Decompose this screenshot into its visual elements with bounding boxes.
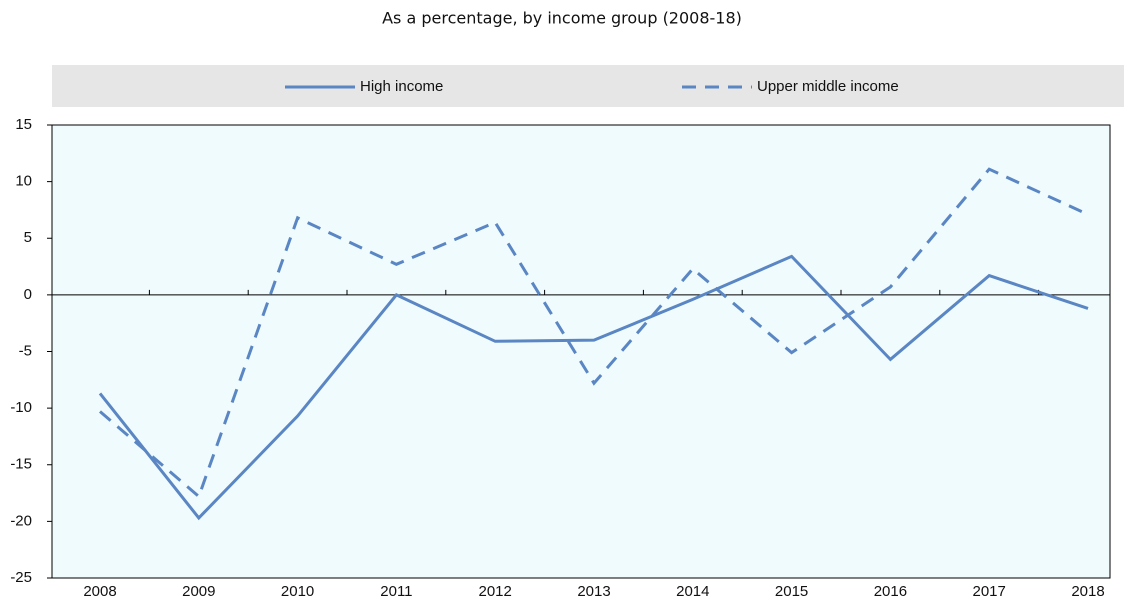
x-tick-label: 2013: [577, 583, 610, 600]
y-tick-label: 10: [15, 173, 32, 190]
chart-title: As a percentage, by income group (2008-1…: [382, 9, 742, 28]
y-tick-label: -25: [10, 569, 32, 586]
x-tick-label: 2012: [479, 583, 512, 600]
y-tick-label: 5: [24, 229, 32, 246]
series-line: [99, 167, 1089, 500]
series-line: [98, 254, 1089, 521]
y-tick-label: -5: [19, 342, 32, 359]
legend-band: [52, 65, 1124, 107]
y-tick-label: -10: [10, 399, 32, 416]
plot-area: [51, 124, 1111, 579]
x-tick-label: 2009: [182, 583, 215, 600]
legend-label: High income: [360, 78, 443, 95]
x-tick-label: 2008: [83, 583, 116, 600]
legend-label: Upper middle income: [757, 78, 899, 95]
x-tick-label: 2011: [380, 583, 412, 600]
y-tick-label: 0: [24, 286, 32, 303]
x-tick-label: 2014: [676, 583, 709, 600]
x-tick-label: 2017: [973, 583, 1006, 600]
y-tick-label: -15: [10, 456, 32, 473]
x-tick-label: 2010: [281, 583, 314, 600]
y-tick-label: 15: [15, 116, 32, 133]
x-tick-label: 2018: [1071, 583, 1104, 600]
x-tick-label: 2015: [775, 583, 808, 600]
x-tick-label: 2016: [874, 583, 907, 600]
y-tick-label: -20: [10, 512, 32, 529]
